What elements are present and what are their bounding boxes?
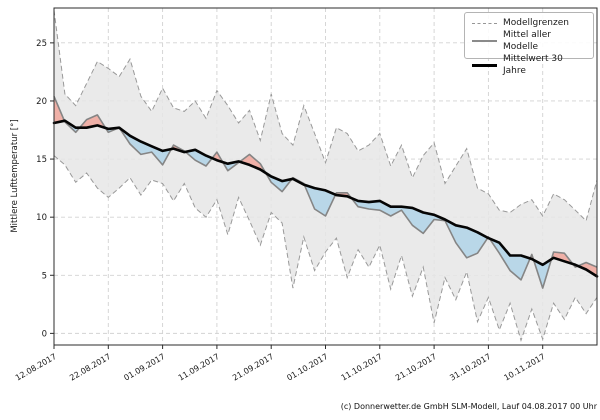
thick-black-line-icon [472, 63, 497, 67]
y-axis-title: Mittlere Lufttemperatur [°] [10, 119, 20, 233]
chart-legend: Modellgrenzen Mittel aller Modelle Mitte… [464, 12, 594, 76]
legend-label: Modellgrenzen [503, 18, 569, 28]
legend-item-mittelwert-30-jahre: Mittelwert 30 Jahre [472, 53, 587, 77]
svg-text:0: 0 [42, 329, 47, 339]
copyright-credit: (c) Donnerwetter.de GmbH SLM-Modell, Lau… [340, 402, 597, 411]
svg-text:25: 25 [36, 39, 47, 49]
solid-gray-line-icon [472, 40, 497, 42]
svg-text:20: 20 [36, 97, 47, 107]
dashed-gray-line-icon [472, 22, 497, 24]
legend-item-modellgrenzen: Modellgrenzen [472, 17, 587, 29]
svg-text:15: 15 [36, 155, 47, 165]
legend-item-mittel-aller-modelle: Mittel aller Modelle [472, 29, 587, 53]
legend-label: Mittelwert 30 Jahre [503, 54, 563, 76]
svg-text:5: 5 [42, 271, 47, 281]
legend-label: Mittel aller Modelle [503, 30, 551, 52]
svg-text:10: 10 [36, 213, 47, 223]
